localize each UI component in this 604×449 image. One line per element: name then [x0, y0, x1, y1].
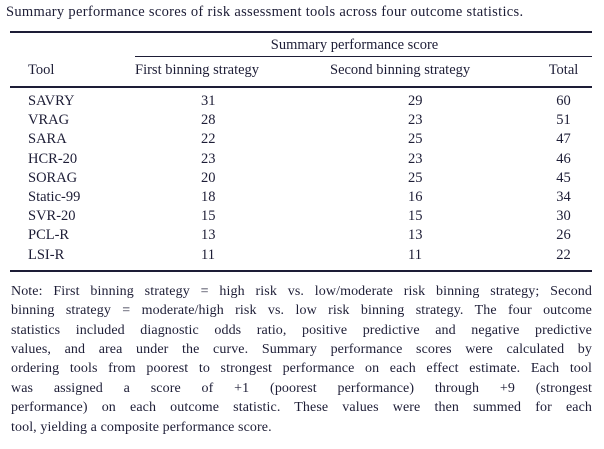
- span-header-label: Summary performance score: [135, 33, 592, 57]
- row-second-binning-score: 25: [408, 169, 423, 186]
- row-total-score: 47: [556, 131, 571, 148]
- table-row: SARA 22 25 47: [10, 130, 592, 149]
- row-total-score: 51: [556, 112, 571, 129]
- row-first-binning-score: 11: [201, 246, 215, 263]
- column-header-first-binning-strategy: First binning strategy: [135, 62, 260, 78]
- note-line: values, and area under the curve. Summar…: [11, 342, 592, 358]
- row-first-binning-score: 13: [201, 227, 216, 244]
- row-second-binning-score: 23: [408, 150, 423, 167]
- row-total-score: 22: [556, 246, 571, 263]
- table-row: VRAG 28 23 51: [10, 111, 592, 130]
- table-row: SVR-20 15 15 30: [10, 207, 592, 226]
- note-line: tool, yielding a composite performance s…: [11, 419, 272, 435]
- table-row: SAVRY 31 29 60: [10, 92, 592, 111]
- row-total-score: 46: [556, 150, 571, 167]
- row-second-binning-score: 16: [408, 189, 423, 206]
- row-first-binning-score: 20: [201, 169, 216, 186]
- row-tool-name: SARA: [28, 131, 67, 148]
- column-header-second-binning-strategy: Second binning strategy: [330, 62, 471, 78]
- row-tool-name: SVR-20: [28, 208, 76, 225]
- row-first-binning-score: 18: [201, 189, 216, 206]
- table-note: Note: First binning strategy = high risk…: [11, 282, 592, 437]
- table-row: Static-99 18 16 34: [10, 188, 592, 207]
- row-tool-name: Static-99: [28, 189, 81, 206]
- note-line: binning strategy = moderate/high risk vs…: [11, 303, 592, 319]
- performance-table: Summary performance score Tool First bin…: [10, 31, 592, 272]
- table-body: SAVRY 31 29 60 VRAG 28 23 51 SARA 22 25 47 HCR-20 23 2…: [10, 88, 592, 270]
- row-first-binning-score: 23: [201, 150, 216, 167]
- note-line: ordering tools from poorest to strongest…: [11, 361, 592, 377]
- table-span-header-row: Summary performance score: [10, 33, 592, 57]
- row-second-binning-score: 11: [408, 246, 422, 263]
- table-row: SORAG 20 25 45: [10, 169, 592, 188]
- table-row: PCL-R 13 13 26: [10, 226, 592, 245]
- row-total-score: 60: [556, 93, 571, 109]
- row-second-binning-score: 25: [408, 131, 423, 148]
- row-total-score: 45: [556, 169, 571, 186]
- note-line: Note: First binning strategy = high risk…: [11, 283, 592, 299]
- row-total-score: 26: [556, 227, 571, 244]
- row-first-binning-score: 31: [201, 93, 216, 109]
- column-header-total: Total: [548, 62, 579, 78]
- row-total-score: 34: [556, 189, 571, 206]
- row-second-binning-score: 15: [408, 208, 423, 225]
- row-tool-name: VRAG: [28, 112, 70, 129]
- row-tool-name: LSI-R: [28, 246, 65, 263]
- row-tool-name: SAVRY: [28, 93, 75, 109]
- row-first-binning-score: 28: [201, 112, 216, 129]
- table-header-row: Tool First binning strategy Second binni…: [10, 57, 592, 88]
- row-second-binning-score: 23: [408, 112, 423, 129]
- row-first-binning-score: 22: [201, 131, 216, 148]
- note-line: performance) on each outcome statistic. …: [11, 400, 592, 416]
- row-tool-name: PCL-R: [28, 227, 70, 244]
- row-second-binning-score: 13: [408, 227, 423, 244]
- note-line: was assigned a score of +1 (poorest perf…: [11, 380, 592, 396]
- column-header-tool: Tool: [28, 62, 55, 78]
- row-tool-name: SORAG: [28, 169, 78, 186]
- row-total-score: 30: [556, 208, 571, 225]
- row-second-binning-score: 29: [408, 93, 423, 109]
- note-line: statistics included diagnostic odds rati…: [11, 322, 592, 338]
- row-tool-name: HCR-20: [28, 150, 78, 167]
- span-header-spacer: [10, 33, 135, 57]
- table-row: HCR-20 23 23 46: [10, 150, 592, 169]
- table-caption: Summary performance scores of risk asses…: [6, 4, 524, 20]
- table-row: LSI-R 11 11 22: [10, 246, 592, 265]
- row-first-binning-score: 15: [201, 208, 216, 225]
